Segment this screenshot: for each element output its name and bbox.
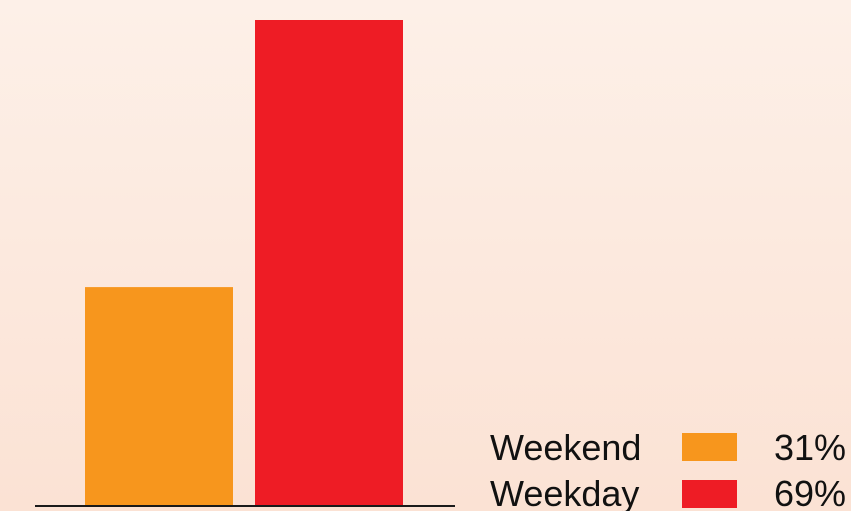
legend-value-weekday: 69% [774,473,846,511]
bars-group [85,20,403,505]
bar-weekday [255,20,403,505]
bar-weekend [85,287,233,505]
legend: Weekend 31% Weekday 69% [490,427,846,511]
legend-swatch-weekend [682,433,737,461]
legend-swatch-weekday [682,480,737,508]
legend-label-weekday: Weekday [490,473,639,511]
legend-label-weekend: Weekend [490,427,641,468]
legend-value-weekend: 31% [774,427,846,468]
